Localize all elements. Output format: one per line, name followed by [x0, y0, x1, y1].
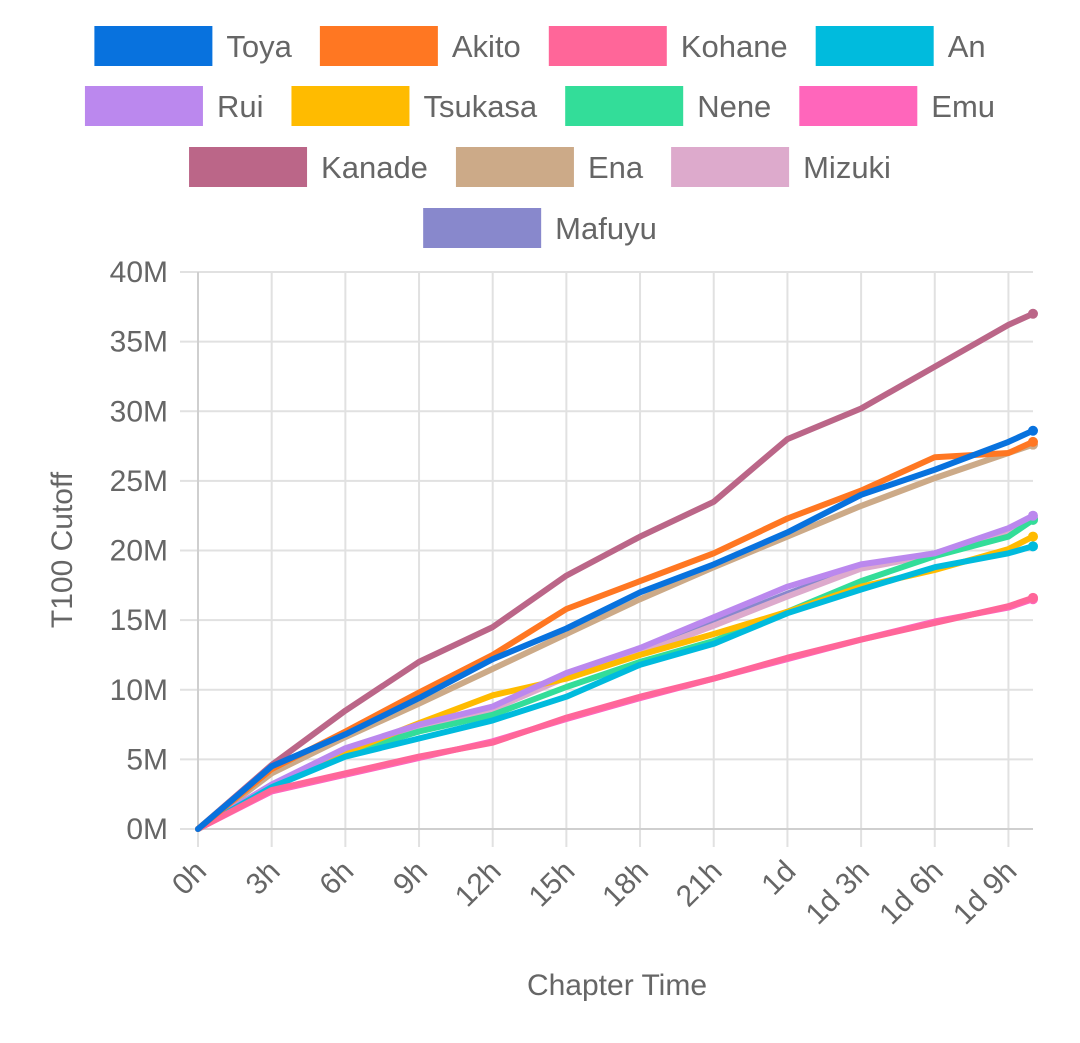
legend-swatch-an — [815, 26, 934, 66]
x-tick-label: 18h — [596, 855, 655, 914]
legend-swatch-akito — [319, 26, 438, 66]
legend-label-emu: Emu — [931, 89, 995, 124]
x-tick-label: 6h — [313, 855, 360, 902]
y-tick-label: 10M — [110, 674, 168, 707]
legend-label-nene: Nene — [697, 89, 771, 124]
legend-swatch-emu — [799, 86, 918, 126]
y-axis-ticks: 0M 5M 10M 15M 20M 25M 30M 35M 40M — [110, 256, 168, 846]
x-tick-label: 9h — [387, 855, 434, 902]
legend: Toya Akito Kohane An Rui Tsukasa Nene Emu Kanade… — [84, 26, 995, 248]
x-tick-label: 1d 3h — [800, 855, 876, 931]
series-line-kohane — [195, 594, 1036, 832]
series-endpoint-tsukasa — [1028, 531, 1038, 542]
x-tick-label: 1d 9h — [947, 855, 1023, 931]
series-line-an — [195, 543, 1036, 832]
legend-label-kohane: Kohane — [681, 29, 788, 64]
legend-swatch-mizuki — [671, 147, 790, 187]
legend-swatch-mafuyu — [423, 208, 542, 248]
legend-swatch-kanade — [189, 147, 308, 187]
x-axis-title: Chapter Time — [527, 969, 707, 1002]
series-line-emu — [195, 596, 1036, 832]
series-endpoint-toya — [1028, 425, 1038, 436]
legend-swatch-nene — [565, 86, 684, 126]
series-endpoint-an — [1028, 541, 1038, 552]
series-endpoint-kohane — [1028, 592, 1038, 603]
y-tick-label: 35M — [110, 326, 168, 359]
series-endpoint-rui — [1028, 510, 1038, 521]
legend-label-akito: Akito — [452, 29, 521, 64]
legend-label-an: An — [948, 29, 986, 64]
legend-label-ena: Ena — [588, 150, 644, 185]
legend-swatch-rui — [84, 86, 203, 126]
legend-label-mizuki: Mizuki — [803, 150, 891, 185]
legend-swatch-toya — [94, 26, 213, 66]
x-tick-label: 21h — [670, 855, 729, 914]
legend-swatch-tsukasa — [291, 86, 410, 126]
y-tick-label: 15M — [110, 604, 168, 637]
series-line-ena — [195, 441, 1036, 832]
x-tick-label: 1d — [755, 855, 802, 902]
legend-label-rui: Rui — [217, 89, 264, 124]
x-tick-label: 1d 6h — [873, 855, 949, 931]
legend-label-kanade: Kanade — [321, 150, 428, 185]
x-tick-label: 12h — [449, 855, 508, 914]
grid — [180, 271, 1033, 847]
legend-label-mafuyu: Mafuyu — [555, 211, 657, 246]
legend-label-toya: Toya — [226, 29, 292, 64]
y-tick-label: 30M — [110, 395, 168, 428]
x-tick-label: 15h — [523, 855, 582, 914]
legend-label-tsukasa: Tsukasa — [423, 89, 537, 124]
y-tick-label: 25M — [110, 465, 168, 498]
x-tick-label: 3h — [240, 855, 287, 902]
series-line-kanade — [195, 310, 1036, 832]
y-tick-label: 5M — [126, 743, 168, 776]
y-axis-title: T100 Cutoff — [46, 471, 79, 628]
series-lines — [195, 308, 1038, 832]
series-line-toya — [195, 427, 1036, 832]
x-tick-label: 0h — [166, 855, 213, 902]
series-endpoint-kanade — [1028, 308, 1038, 319]
y-tick-label: 20M — [110, 535, 168, 568]
y-tick-label: 0M — [126, 813, 168, 846]
legend-swatch-ena — [455, 147, 574, 187]
series-line-tsukasa — [195, 533, 1036, 832]
series-line-akito — [195, 438, 1036, 832]
legend-swatch-kohane — [548, 26, 667, 66]
series-line-rui — [195, 512, 1036, 832]
series-endpoint-akito — [1028, 436, 1038, 447]
y-tick-label: 40M — [110, 256, 168, 289]
